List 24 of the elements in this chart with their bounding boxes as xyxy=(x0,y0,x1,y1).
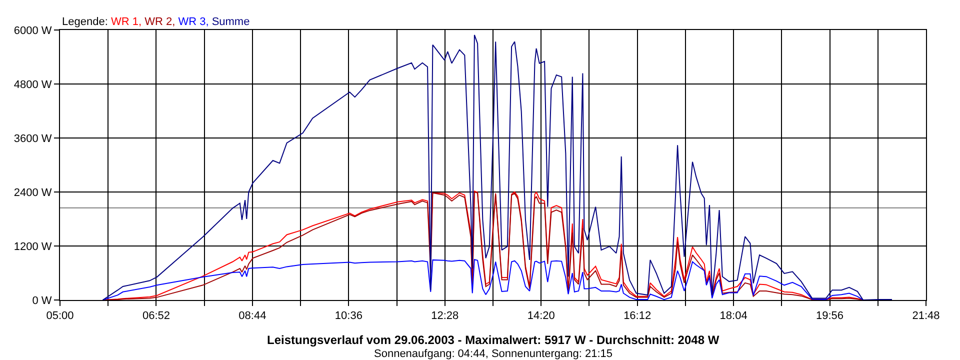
text: WR 2, xyxy=(144,16,176,28)
x-tick-label: 06:52 xyxy=(142,310,170,322)
x-tick-label: 16:12 xyxy=(624,310,652,322)
x-tick-label: 14:20 xyxy=(527,310,555,322)
y-tick-label: 6000 W xyxy=(14,24,52,37)
x-tick-label: 10:36 xyxy=(334,310,362,322)
x-tick-label: 05:00 xyxy=(46,310,74,322)
line-series xyxy=(102,34,892,300)
text: Summe xyxy=(212,16,250,28)
y-tick-label: 4800 W xyxy=(14,78,52,91)
text: Sonnenaufgang: 04:44, Sonnenuntergang: 21:15 xyxy=(374,348,613,360)
y-tick-label: 0 W xyxy=(32,294,52,307)
x-tick-label: 18:04 xyxy=(720,310,748,322)
y-tick-label: 1200 W xyxy=(14,240,52,253)
x-tick-label: 19:56 xyxy=(816,310,844,322)
y-tick-label: 3600 W xyxy=(14,132,52,145)
text: WR 3, xyxy=(178,16,209,28)
x-tick-label: 21:48 xyxy=(912,310,940,322)
text: WR 1, xyxy=(110,16,142,28)
x-tick-label: 08:44 xyxy=(238,310,266,322)
y-tick-label: 2400 W xyxy=(14,186,52,199)
text: Leistungsverlauf vom 29.06.2003 - Maximalwert: 5917 W - Durchschnitt: 2048 W xyxy=(267,333,720,347)
x-tick-label: 12:28 xyxy=(431,310,459,322)
legend-title: Legende: xyxy=(62,16,108,28)
